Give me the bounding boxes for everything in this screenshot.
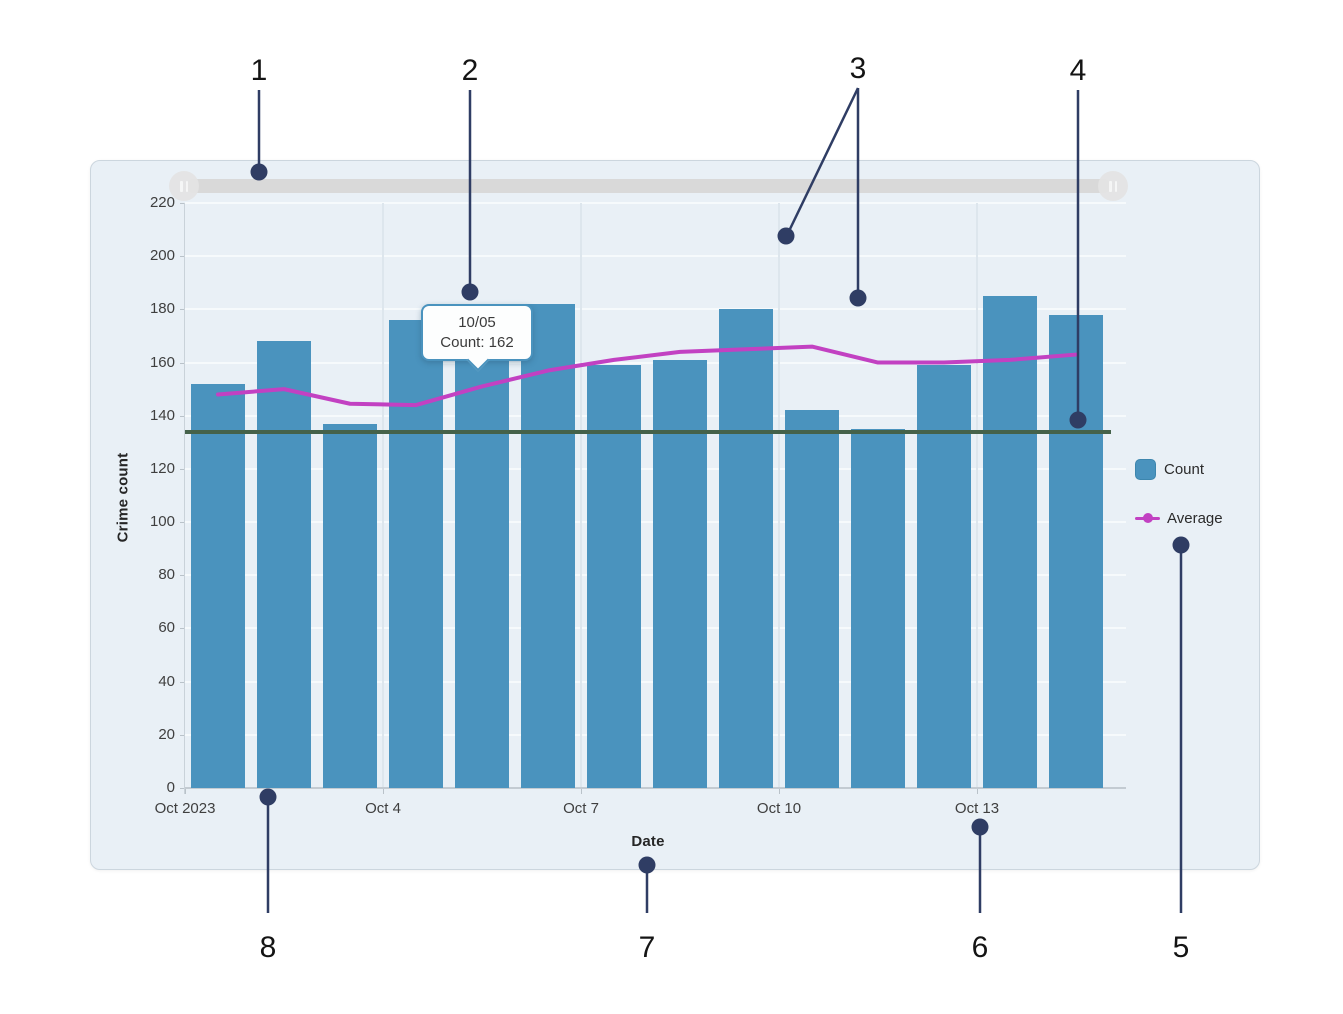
- drag-handle-icon: [1114, 180, 1117, 192]
- y-tick-label: 20: [158, 725, 175, 743]
- callout-number-7: 7: [639, 931, 656, 964]
- reference-line: [185, 430, 1111, 434]
- x-tick-mark: [779, 788, 780, 794]
- callout-number-6: 6: [972, 931, 989, 964]
- y-tick-mark: [180, 788, 185, 789]
- time-slider-track[interactable]: [186, 179, 1111, 193]
- y-tick-label: 40: [158, 672, 175, 690]
- x-tick-mark: [383, 788, 384, 794]
- y-tick-mark: [180, 309, 185, 311]
- callout-number-5: 5: [1173, 931, 1190, 964]
- gridline-horizontal: [185, 202, 1126, 204]
- callout-number-2: 2: [462, 54, 479, 87]
- x-tick-label: Oct 2023: [154, 800, 216, 817]
- bar-10/12[interactable]: [917, 365, 971, 788]
- y-tick-label: 120: [149, 459, 175, 477]
- tooltip: 10/05 Count: 162: [421, 304, 533, 372]
- y-tick-mark: [180, 522, 185, 524]
- drag-handle-icon: [1109, 180, 1112, 192]
- y-axis-line: [184, 203, 185, 794]
- bar-10/06[interactable]: [521, 304, 575, 788]
- x-tick-label: Oct 7: [563, 800, 599, 817]
- bar-10/14[interactable]: [1049, 314, 1103, 788]
- count-legend-swatch-icon: [1135, 458, 1156, 480]
- y-tick-label: 160: [149, 353, 175, 371]
- gridline-vertical: [580, 203, 582, 788]
- y-tick-mark: [180, 256, 185, 258]
- average-legend-swatch-icon: [1135, 509, 1160, 528]
- y-tick-label: 100: [149, 513, 175, 531]
- y-tick-mark: [180, 362, 185, 364]
- bar-10/03[interactable]: [323, 423, 377, 788]
- legend-label-count: Count: [1164, 460, 1205, 478]
- drag-handle-icon: [180, 180, 183, 192]
- x-tick-label: Oct 10: [756, 800, 802, 817]
- legend-item-count[interactable]: Count: [1135, 458, 1255, 480]
- x-tick-label: Oct 4: [365, 800, 401, 817]
- average-line-layer: [216, 344, 1078, 408]
- average-line[interactable]: [216, 344, 1078, 408]
- callout-number-3: 3: [850, 52, 867, 85]
- x-axis-title: Date: [631, 833, 665, 850]
- y-tick-mark: [180, 628, 185, 630]
- x-tick-mark: [581, 788, 582, 794]
- y-tick-label: 140: [149, 406, 175, 424]
- gridline-vertical: [382, 203, 384, 788]
- plot-area: 0 20 40 60 80 100 120 140 160 180 200 220 Oct 2023 Oc…: [150, 194, 1126, 817]
- drag-handle-icon: [185, 180, 188, 192]
- bar-10/02[interactable]: [257, 341, 311, 788]
- slider-left-handle[interactable]: [169, 171, 199, 201]
- bar-10/10[interactable]: [785, 410, 839, 788]
- gridline-horizontal: [185, 255, 1126, 258]
- x-tick-mark: [977, 788, 978, 794]
- y-tick-label: 180: [149, 300, 175, 318]
- y-tick-mark: [180, 468, 185, 470]
- slider-right-handle[interactable]: [1098, 171, 1128, 201]
- y-tick-mark: [180, 415, 185, 417]
- y-tick-mark: [180, 203, 185, 204]
- gridline-vertical: [976, 203, 978, 788]
- y-tick-label: 80: [158, 566, 175, 584]
- y-tick-mark: [180, 734, 185, 736]
- callout-number-1: 1: [251, 54, 268, 87]
- legend: Count Average: [1135, 458, 1255, 557]
- y-tick-label: 60: [158, 619, 175, 637]
- y-axis-title: Crime count: [114, 452, 132, 543]
- callout-number-4: 4: [1070, 54, 1087, 87]
- legend-label-average: Average: [1167, 509, 1223, 527]
- y-tick-label: 200: [149, 247, 175, 265]
- bar-10/09[interactable]: [719, 309, 773, 788]
- y-tick-label: 220: [149, 194, 175, 211]
- x-tick-mark: [185, 788, 186, 794]
- y-tick-mark: [180, 681, 185, 683]
- tooltip-date: 10/05: [458, 314, 496, 331]
- bar-10/07[interactable]: [587, 365, 641, 788]
- tooltip-count: Count: 162: [440, 334, 514, 351]
- gridline-horizontal: [185, 308, 1126, 311]
- y-tick-mark: [180, 575, 185, 577]
- chart-card: 0 20 40 60 80 100 120 140 160 180 200 220 Oct 2023 Oc…: [90, 160, 1260, 870]
- x-tick-label: Oct 13: [954, 800, 1000, 817]
- bar-10/13[interactable]: [983, 296, 1037, 788]
- bar-10/05[interactable]: [455, 357, 509, 788]
- gridline-vertical: [778, 203, 780, 788]
- bar-10/11[interactable]: [851, 429, 905, 788]
- y-tick-label: 0: [166, 779, 175, 796]
- bar-10/01[interactable]: [191, 383, 245, 788]
- callout-number-8: 8: [260, 931, 277, 964]
- legend-item-average[interactable]: Average: [1135, 508, 1255, 528]
